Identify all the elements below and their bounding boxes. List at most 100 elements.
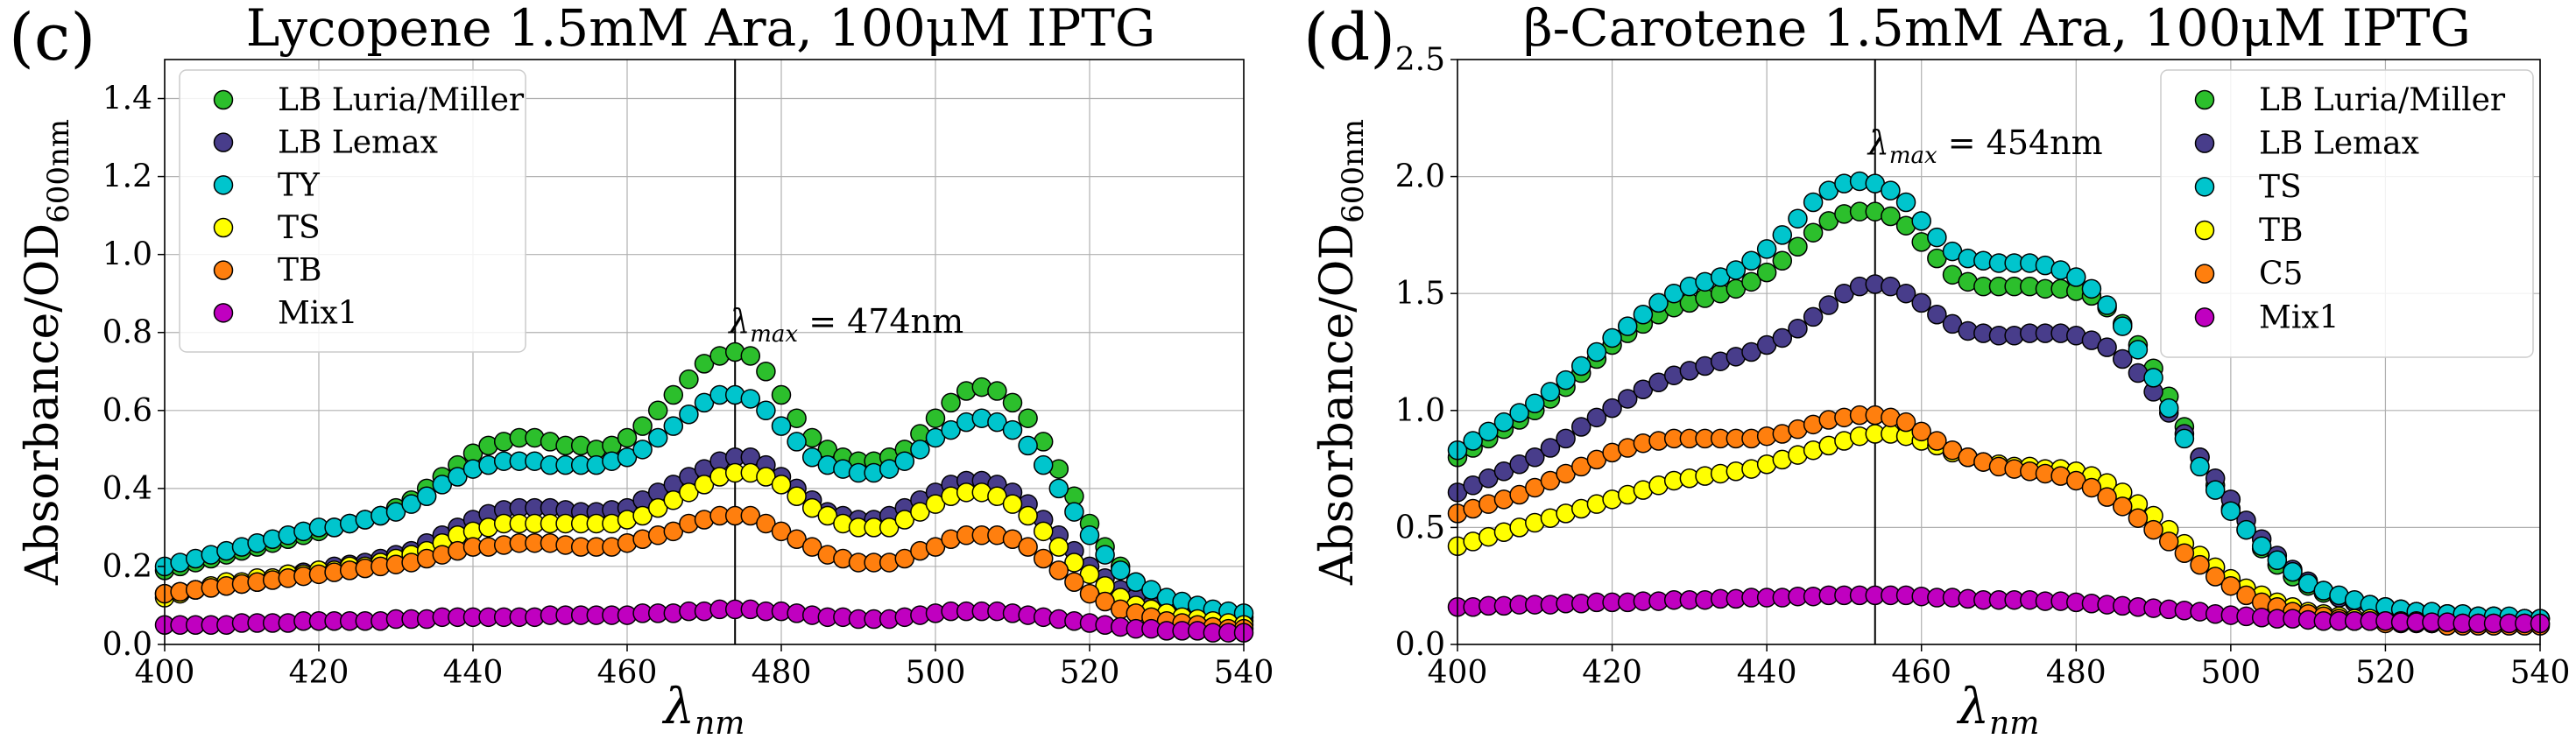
data-point [416,486,437,507]
data-point [1586,341,1607,362]
data-point [1018,408,1038,428]
legend-marker [2194,89,2215,110]
data-point [1741,250,1761,271]
data-point [2113,496,2133,517]
data-point [2143,519,2163,540]
data-point [1064,552,1084,573]
data-point [2205,480,2226,500]
x-tick-label: 460 [1891,655,1951,691]
lambda-max-annotation: λmax = 474nm [727,302,963,348]
data-point [1617,316,1638,336]
data-point [1018,537,1038,557]
data-point [2236,519,2256,540]
y-tick-label: 1.4 [102,81,152,117]
data-point [1927,431,1947,451]
series-mix1 [154,599,1254,643]
legend-marker [2194,307,2215,327]
data-point [941,392,961,413]
data-point [694,475,715,495]
y-tick-label: 0.5 [1395,510,1445,545]
data-point [2113,316,2133,336]
data-point [2283,561,2303,582]
legend: LB Luria/Miller LB Lemax TS TB C5 Mix1 [2160,69,2534,358]
legend-label: TB [2259,213,2303,249]
legend-marker [213,217,234,238]
data-point [801,447,822,468]
lambda-max-annotation: λmax = 454nm [1867,123,2103,169]
legend-marker [213,303,234,323]
panel-label: (d) [1303,0,1395,75]
data-point [1525,447,1545,468]
data-point [432,475,453,495]
data-point [740,389,761,409]
data-point [1772,225,1793,245]
data-point [756,467,776,487]
x-axis-label: λnm [1957,679,2040,739]
data-point [2174,428,2195,449]
data-point [787,408,807,428]
data-point [879,459,900,479]
legend-label: C5 [2259,257,2303,292]
x-tick-label: 500 [906,655,966,691]
data-point [1895,192,1916,213]
x-tick-label: 460 [597,655,658,691]
data-point [1741,271,1761,292]
series-ts [1447,171,2551,629]
legend-label: LB Luria/Miller [278,82,525,118]
data-point [1803,222,1824,243]
legend-box [2160,69,2534,358]
data-point [1803,306,1824,327]
y-tick-label: 1.2 [102,159,152,195]
data-point [1493,412,1514,433]
data-point [1648,292,1669,313]
data-point [1033,521,1054,542]
legend-label: TB [278,253,321,289]
data-point [1571,355,1591,377]
data-point [632,505,653,526]
data-point [647,427,668,448]
legend-label: LB Luria/Miller [2259,82,2506,118]
data-point [2143,368,2163,388]
axes-frame [1457,59,2541,645]
data-point [894,548,915,569]
data-point [787,432,807,452]
axes-frame [164,59,1245,645]
x-tick-label: 440 [443,655,504,691]
legend-marker [213,89,234,110]
data-point [1525,393,1545,414]
legend-marker [213,132,234,152]
data-point [1586,407,1607,428]
data-point [1911,421,1931,442]
y-tick-label: 2.0 [1395,159,1445,195]
panel-label: (c) [9,0,95,75]
legend-marker [2194,177,2215,197]
legend: LB Luria/Miller LB Lemax TY TS TB Mix1 [179,69,526,353]
data-point [1772,250,1793,271]
legend-label: TS [278,210,321,246]
data-point [2220,575,2241,596]
data-point [894,510,915,530]
data-point [1927,304,1947,325]
chart-title: β-Carotene 1.5mM Ara, 100μM IPTG [1523,0,2471,58]
x-tick-label: 400 [135,655,195,691]
y-tick-label: 0.2 [102,549,152,585]
x-tick-label: 500 [2200,655,2261,691]
legend-label: TS [2259,169,2302,205]
legend-label: Mix1 [278,295,358,331]
data-point [647,497,668,518]
data-point [1095,545,1115,565]
legend-marker [2194,133,2215,153]
legend-label: LB Lemax [2259,126,2419,162]
data-point [1141,580,1161,600]
x-tick-label: 540 [1214,655,1274,691]
data-point [1079,525,1100,545]
data-point [1048,537,1069,557]
legend-marker [2194,264,2215,284]
x-tick-label: 520 [2355,655,2416,691]
data-point [617,427,638,448]
legend-label: TY [278,167,321,203]
data-point [1018,435,1038,456]
data-point [2097,487,2117,507]
data-point [1018,505,1038,526]
data-point [2081,477,2102,498]
